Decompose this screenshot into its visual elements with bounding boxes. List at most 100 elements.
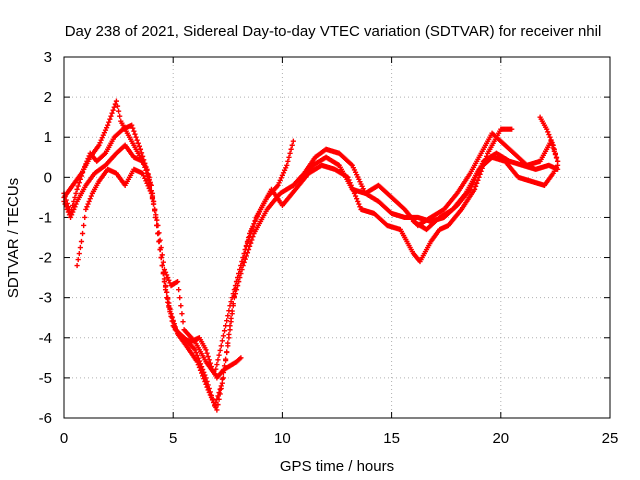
data-point-marker bbox=[174, 279, 181, 285]
data-point-marker bbox=[178, 303, 184, 309]
data-point-marker bbox=[216, 352, 222, 358]
data-point-marker bbox=[133, 134, 139, 140]
data-point-marker bbox=[218, 385, 224, 392]
data-point-marker bbox=[220, 369, 227, 376]
data-point-marker bbox=[288, 146, 294, 152]
data-point-marker bbox=[221, 366, 228, 372]
x-tick-label: 5 bbox=[169, 430, 177, 447]
data-point-marker bbox=[152, 206, 158, 213]
data-point-marker bbox=[75, 256, 81, 263]
data-point-marker bbox=[155, 222, 161, 229]
y-tick-label: -1 bbox=[39, 209, 52, 226]
data-point-marker bbox=[82, 164, 88, 170]
data-point-marker bbox=[160, 259, 166, 265]
data-point-marker bbox=[131, 128, 137, 134]
data-point-marker bbox=[109, 110, 115, 116]
data-point-marker bbox=[195, 362, 201, 368]
data-point-marker bbox=[110, 107, 116, 113]
data-point-marker bbox=[357, 204, 363, 210]
data-point-marker bbox=[228, 315, 234, 321]
data-point-marker bbox=[476, 174, 482, 180]
data-point-marker bbox=[197, 367, 204, 373]
data-point-marker bbox=[194, 359, 200, 365]
data-point-marker bbox=[352, 193, 359, 199]
data-point-marker bbox=[231, 287, 237, 293]
data-point-marker bbox=[220, 333, 227, 339]
series-track-6 bbox=[410, 154, 561, 233]
data-point-marker bbox=[173, 327, 180, 334]
data-point-marker bbox=[214, 407, 220, 413]
data-point-marker bbox=[235, 275, 241, 281]
data-point-marker bbox=[290, 138, 296, 144]
x-tick-label: 0 bbox=[60, 430, 68, 447]
data-point-marker bbox=[242, 246, 248, 253]
data-point-marker bbox=[203, 347, 209, 353]
data-point-marker bbox=[196, 364, 203, 371]
data-point-marker bbox=[74, 262, 80, 269]
data-point-marker bbox=[162, 284, 169, 290]
data-point-marker bbox=[216, 396, 222, 402]
data-point-marker bbox=[159, 252, 165, 258]
data-point-marker bbox=[225, 313, 231, 319]
data-point-marker bbox=[286, 154, 292, 160]
data-point-marker bbox=[81, 222, 87, 229]
data-point-marker bbox=[111, 104, 117, 110]
data-point-marker bbox=[204, 384, 210, 390]
data-point-marker bbox=[79, 230, 86, 237]
data-point-marker bbox=[217, 347, 223, 354]
data-point-marker bbox=[138, 150, 145, 156]
data-point-marker bbox=[161, 266, 168, 273]
data-point-marker bbox=[154, 217, 160, 223]
data-point-marker bbox=[218, 343, 224, 349]
data-point-marker bbox=[81, 166, 87, 172]
data-point-marker bbox=[140, 153, 146, 159]
data-point-marker bbox=[177, 295, 183, 301]
data-point-marker bbox=[200, 373, 206, 379]
data-point-marker bbox=[238, 262, 244, 269]
data-point-marker bbox=[238, 355, 244, 361]
data-point-marker bbox=[219, 338, 225, 344]
data-point-marker bbox=[117, 113, 123, 119]
data-point-marker bbox=[217, 391, 223, 397]
data-point-marker bbox=[287, 150, 293, 156]
data-point-marker bbox=[241, 250, 247, 257]
data-point-marker bbox=[149, 196, 156, 202]
data-point-marker bbox=[356, 201, 362, 207]
x-tick-label: 15 bbox=[383, 430, 400, 447]
data-point-marker bbox=[153, 212, 159, 218]
data-point-marker bbox=[164, 272, 170, 278]
data-point-marker bbox=[220, 375, 227, 381]
data-point-marker bbox=[224, 349, 230, 355]
data-point-marker bbox=[143, 167, 149, 173]
data-point-marker bbox=[230, 291, 236, 297]
data-point-marker bbox=[76, 180, 82, 186]
y-tick-label: -4 bbox=[39, 330, 52, 347]
data-point-marker bbox=[165, 295, 171, 301]
data-point-marker bbox=[239, 258, 245, 265]
data-point-marker bbox=[150, 201, 157, 207]
y-tick-label: -3 bbox=[39, 290, 52, 307]
data-point-marker bbox=[78, 173, 85, 179]
data-point-marker bbox=[285, 158, 291, 164]
data-point-marker bbox=[198, 370, 205, 376]
data-point-marker bbox=[204, 350, 210, 356]
x-tick-label: 10 bbox=[274, 430, 291, 447]
y-tick-label: 0 bbox=[44, 169, 52, 186]
data-point-marker bbox=[76, 250, 82, 257]
data-point-marker bbox=[166, 300, 172, 306]
data-point-marker bbox=[169, 314, 175, 320]
data-point-marker bbox=[229, 295, 235, 301]
data-point-marker bbox=[354, 196, 360, 202]
data-point-marker bbox=[547, 134, 553, 140]
data-point-marker bbox=[106, 119, 112, 125]
data-point-marker bbox=[116, 108, 122, 114]
data-point-marker bbox=[156, 230, 162, 236]
data-point-marker bbox=[78, 238, 85, 245]
data-point-marker bbox=[546, 131, 552, 138]
data-point-marker bbox=[65, 209, 71, 215]
data-point-marker bbox=[548, 137, 554, 143]
data-point-marker bbox=[71, 206, 77, 213]
x-axis-label: GPS time / hours bbox=[280, 458, 394, 475]
data-point-marker bbox=[284, 162, 290, 168]
data-point-marker bbox=[67, 214, 74, 221]
